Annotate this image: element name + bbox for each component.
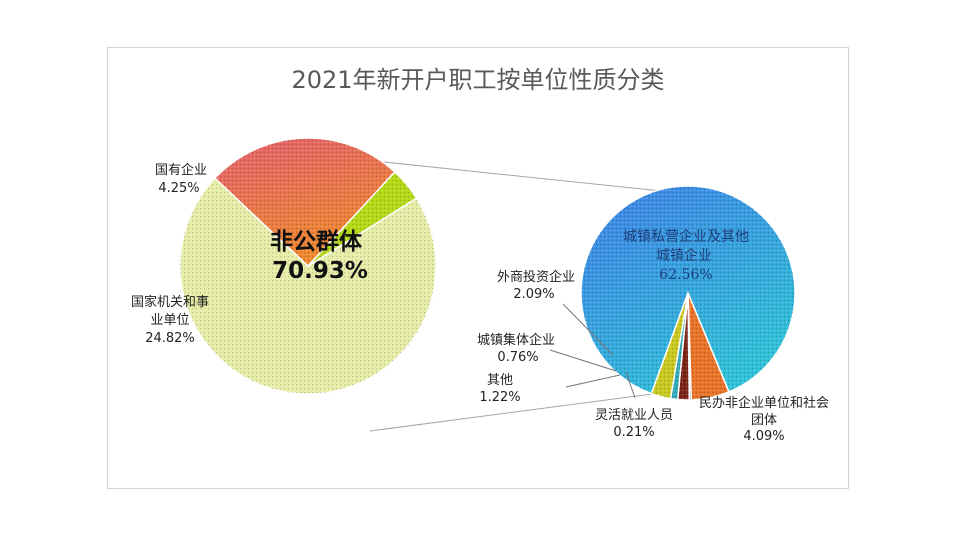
label-non-public: 非公群体: [270, 228, 363, 255]
label-private-line1: 城镇私营企业及其他: [623, 228, 749, 245]
pie-slice-government-texture: [214, 138, 395, 266]
value-other: 1.22%: [479, 390, 520, 405]
leader-line-collective: [549, 349, 617, 372]
chart-title: 2021年新开户职工按单位性质分类: [291, 66, 664, 94]
value-non-public: 70.93%: [272, 258, 368, 284]
pie-of-pie-chart: 2021年新开户职工按单位性质分类 非公群体 70.93% 国有企业 4.25%…: [131, 66, 829, 444]
pie-slice-non-public-texture: [180, 178, 437, 394]
right-pie: [580, 185, 796, 401]
pie-slice-state-owned-texture: [308, 171, 417, 266]
label-nonprofit-line2: 团体: [751, 413, 777, 428]
value-flexible: 0.21%: [613, 425, 654, 440]
value-private: 62.56%: [659, 267, 712, 283]
label-nonprofit-line1: 民办非企业单位和社会: [699, 395, 829, 411]
label-foreign: 外商投资企业: [497, 269, 575, 285]
label-flexible: 灵活就业人员: [595, 408, 673, 423]
label-government-line1: 国家机关和事: [131, 294, 209, 310]
connector-line-bottom: [369, 389, 684, 432]
label-state-owned: 国有企业: [155, 162, 207, 178]
leader-line-flexible: [625, 371, 636, 399]
label-private-line2: 城镇企业: [656, 247, 712, 264]
chart-frame: 2021年新开户职工按单位性质分类 非公群体 70.93% 国有企业 4.25%…: [107, 47, 849, 489]
pie-slice-private-texture: [581, 186, 795, 394]
label-government-line2: 业单位: [150, 313, 189, 328]
pie-slice-nonprofit-texture: [688, 293, 729, 400]
label-collective: 城镇集体企业: [477, 332, 555, 348]
value-collective: 0.76%: [497, 350, 538, 365]
label-other: 其他: [487, 373, 513, 388]
value-state-owned: 4.25%: [158, 181, 199, 196]
value-nonprofit: 4.09%: [743, 429, 784, 444]
pie-slice-foreign-texture: [651, 293, 688, 399]
left-pie: [179, 137, 437, 395]
leader-line-other: [565, 374, 621, 388]
value-government: 24.82%: [145, 331, 195, 346]
value-foreign: 2.09%: [513, 287, 554, 302]
leader-line-foreign: [562, 303, 614, 356]
